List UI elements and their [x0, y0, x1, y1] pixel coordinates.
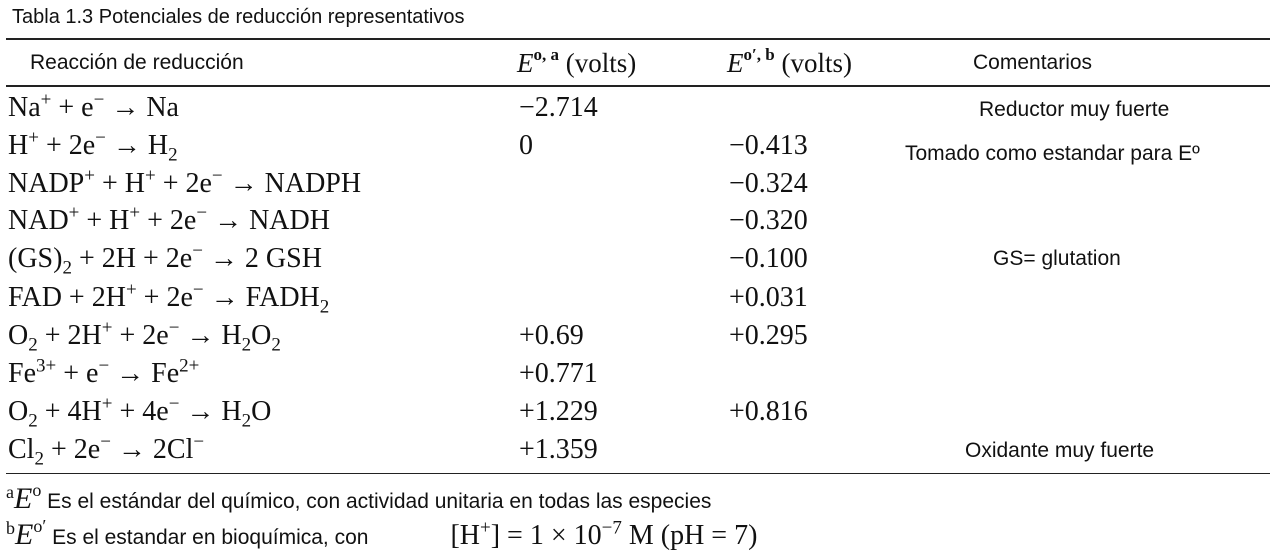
table-row: H+ + 2e− → H2 0 −0.413 Tomado como estan…: [0, 127, 1280, 167]
e0-prime-cell: +0.816: [729, 396, 808, 427]
footnote-a-text: Es el estándar del químico, con activida…: [41, 490, 712, 513]
comment-cell: Oxidante muy fuerte: [965, 439, 1155, 462]
reaction-cell: NAD+ + H+ + 2e− → NADH: [8, 202, 330, 236]
e0-prime-cell: −0.324: [729, 168, 808, 199]
comment-cell: Reductor muy fuerte: [979, 98, 1170, 121]
footnote-b-text: Es el estandar en bioquímica, con: [46, 526, 369, 549]
table-row: O2 + 2H+ + 2e− → H2O2 +0.69 +0.295: [0, 317, 1280, 357]
table-title: Tabla 1.3 Potenciales de reducción repre…: [12, 6, 465, 28]
e0-prime-cell: +0.031: [729, 282, 808, 313]
footnote-b-formula: [H+] = 1 × 10−7 M (pH = 7): [450, 517, 758, 551]
reaction-cell: NADP+ + H+ + 2e− → NADPH: [8, 165, 362, 199]
table-row: NADP+ + H+ + 2e− → NADPH −0.324: [0, 165, 1280, 205]
e0-prime-cell: −0.100: [729, 243, 808, 274]
table-row: FAD + 2H+ + 2e− → FADH2 +0.031: [0, 279, 1280, 319]
table-row: NAD+ + H+ + 2e− → NADH −0.320: [0, 202, 1280, 242]
comment-cell: GS= glutation: [993, 247, 1121, 270]
reaction-cell: H+ + 2e− → H2: [8, 127, 178, 166]
e0-cell: +1.359: [519, 434, 598, 465]
table-row: Cl2 + 2e− → 2Cl− +1.359 Oxidante muy fue…: [0, 431, 1280, 471]
reaction-cell: (GS)2 + 2H + 2e− → 2 GSH: [8, 240, 322, 279]
table-row: Na+ + e− → Na −2.714 Reductor muy fuerte: [0, 89, 1280, 129]
reaction-cell: Fe3+ + e− → Fe2+: [8, 355, 200, 389]
reaction-cell: O2 + 2H+ + 2e− → H2O2: [8, 317, 281, 356]
header-e0: Eo, a (volts): [517, 45, 637, 78]
top-rule: [6, 38, 1270, 40]
reaction-cell: Na+ + e− → Na: [8, 89, 179, 123]
footnote-a-symbol: aEo: [6, 480, 42, 515]
reaction-cell: Cl2 + 2e− → 2Cl−: [8, 431, 205, 470]
table-row: Fe3+ + e− → Fe2+ +0.771: [0, 355, 1280, 395]
footnote-b: bEo′ Es el estandar en bioquímica, con […: [6, 516, 757, 552]
bottom-rule: [6, 473, 1270, 474]
e0-cell: +0.771: [519, 358, 598, 389]
e0-prime-cell: −0.413: [729, 130, 808, 161]
footnote-b-symbol: bEo′: [6, 516, 47, 551]
e0-cell: −2.714: [519, 92, 598, 123]
header-comments: Comentarios: [973, 51, 1093, 74]
header-rule: [6, 85, 1270, 87]
e0-cell: +0.69: [519, 320, 584, 351]
footnote-a: aEo Es el estándar del químico, con acti…: [6, 480, 711, 516]
e0-prime-cell: +0.295: [729, 320, 808, 351]
e0-cell: 0: [519, 130, 533, 161]
reaction-cell: O2 + 4H+ + 4e− → H2O: [8, 393, 272, 432]
comment-cell: Tomado como estandar para Eº: [905, 142, 1200, 165]
header-e0-prime: Eo′, b (volts): [727, 45, 852, 78]
table-row: O2 + 4H+ + 4e− → H2O +1.229 +0.816: [0, 393, 1280, 433]
e0-cell: +1.229: [519, 396, 598, 427]
table-row: (GS)2 + 2H + 2e− → 2 GSH −0.100 GS= glut…: [0, 240, 1280, 280]
e0-prime-cell: −0.320: [729, 205, 808, 236]
reaction-cell: FAD + 2H+ + 2e− → FADH2: [8, 279, 330, 318]
header-reaction: Reacción de reducción: [30, 51, 244, 74]
